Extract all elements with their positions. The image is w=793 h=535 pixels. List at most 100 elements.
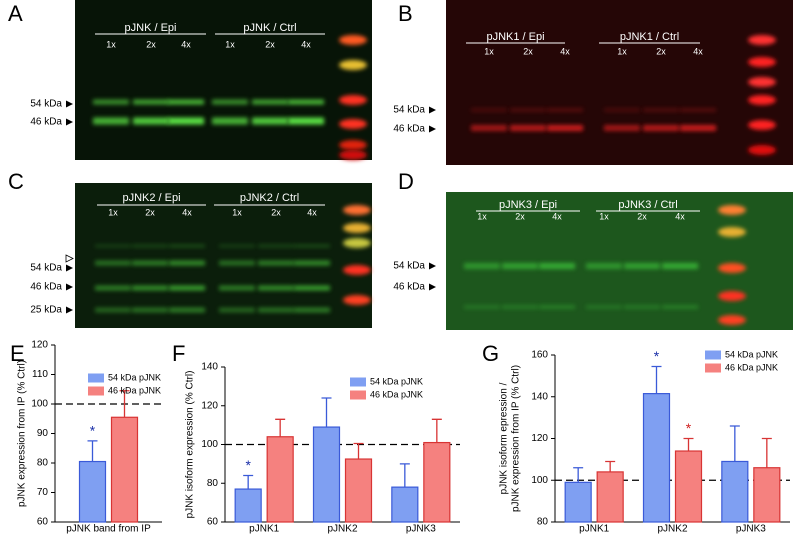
panel-letter: G	[482, 341, 499, 366]
error-bar	[321, 397, 332, 428]
y-tick-label: 100	[531, 475, 548, 486]
y-tick-label: 120	[531, 433, 548, 444]
ladder-band	[343, 265, 371, 275]
marker-arrow	[66, 264, 73, 272]
x-tick-label: pJNK2	[327, 524, 357, 535]
error-bar	[275, 418, 286, 437]
ladder-band	[718, 205, 746, 215]
legend-swatch	[705, 363, 721, 373]
y-tick-label: 60	[37, 517, 49, 528]
ladder-band	[339, 150, 367, 160]
panel-letter: D	[398, 169, 414, 194]
error-bar	[761, 437, 772, 468]
y-tick-label: 160	[531, 350, 548, 361]
size-marker: 54 kDa	[30, 263, 62, 274]
significance-marker: *	[245, 457, 251, 473]
ladder-band	[343, 205, 371, 215]
y-tick-label: 140	[201, 362, 218, 373]
y-tick-label: 100	[201, 439, 218, 450]
error-bar	[353, 442, 364, 460]
blot-band	[604, 108, 640, 112]
size-marker: 54 kDa	[393, 105, 425, 116]
blot-band	[212, 117, 248, 125]
blot-band	[133, 99, 169, 105]
blot-band	[547, 125, 583, 131]
y-axis-label: pJNK expression from IP (% Ctrl)	[17, 360, 28, 507]
ladder-band	[748, 77, 776, 87]
blot-band	[502, 305, 538, 309]
lane-label: 2x	[145, 207, 155, 217]
size-marker: 46 kDa	[30, 282, 62, 293]
y-axis-label: pJNK isoform epression /	[499, 382, 510, 494]
legend-label: 54 kDa pJNK	[108, 372, 161, 382]
group-label: pJNK1 / Ctrl	[620, 31, 679, 43]
blot-band	[252, 99, 288, 105]
marker-arrow	[429, 106, 436, 114]
legend-label: 46 kDa pJNK	[725, 362, 778, 372]
x-tick-label: pJNK3	[736, 524, 766, 535]
size-marker: 54 kDa	[30, 99, 62, 110]
ladder-band	[718, 263, 746, 273]
y-tick-label: 60	[207, 517, 219, 528]
lane-label: 4x	[675, 211, 685, 221]
lane-label: 1x	[477, 211, 487, 221]
panel-letter: F	[172, 341, 185, 366]
blot-band	[604, 125, 640, 131]
blot-band	[539, 305, 575, 309]
ladder-band	[339, 140, 367, 150]
group-label: pJNK / Epi	[125, 22, 177, 34]
blot-band	[169, 307, 205, 313]
y-tick-label: 80	[37, 458, 49, 469]
blot-band	[219, 260, 255, 266]
bar	[266, 436, 294, 523]
blot-band	[288, 117, 324, 125]
ladder-band	[339, 35, 367, 45]
error-bar	[683, 437, 694, 452]
blot-band	[464, 263, 500, 269]
y-tick-label: 120	[201, 400, 218, 411]
size-marker: 46 kDa	[393, 124, 425, 135]
significance-marker: *	[654, 348, 660, 364]
marker-arrow	[429, 262, 436, 270]
error-bar	[119, 390, 130, 418]
blot-band	[132, 307, 168, 313]
legend-label: 46 kDa pJNK	[108, 385, 161, 395]
blot-band	[510, 125, 546, 131]
blot-band	[258, 307, 294, 313]
error-bar	[605, 460, 616, 472]
blot-band	[539, 263, 575, 269]
ladder-band	[748, 35, 776, 45]
panel-letter: B	[398, 1, 413, 26]
lane-label: 4x	[181, 39, 191, 49]
blot-band	[662, 305, 698, 309]
ladder-band	[718, 291, 746, 301]
group-label: pJNK / Ctrl	[243, 22, 296, 34]
size-marker: 25 kDa	[30, 305, 62, 316]
y-tick-label: 80	[537, 517, 549, 528]
blot-band	[471, 108, 507, 112]
bar	[674, 450, 703, 523]
legend-swatch	[705, 350, 721, 360]
ladder-band	[339, 95, 367, 105]
bar	[110, 416, 139, 523]
blot-band	[95, 244, 131, 248]
blot-background	[75, 183, 372, 328]
legend-label: 54 kDa pJNK	[370, 376, 423, 386]
blot-band	[95, 260, 131, 266]
lane-label: 2x	[656, 46, 666, 56]
blot-band	[624, 263, 660, 269]
group-label: pJNK3 / Ctrl	[618, 199, 677, 211]
bar	[753, 467, 781, 523]
y-tick-label: 100	[31, 399, 48, 410]
y-tick-label: 110	[32, 369, 48, 380]
blot-band	[95, 307, 131, 313]
lane-label: 4x	[693, 46, 703, 56]
ladder-band	[718, 315, 746, 325]
blot-band	[510, 108, 546, 112]
blot-band	[169, 260, 205, 266]
panel-letter: C	[8, 169, 24, 194]
lane-label: 2x	[146, 39, 156, 49]
blot-band	[168, 99, 204, 105]
